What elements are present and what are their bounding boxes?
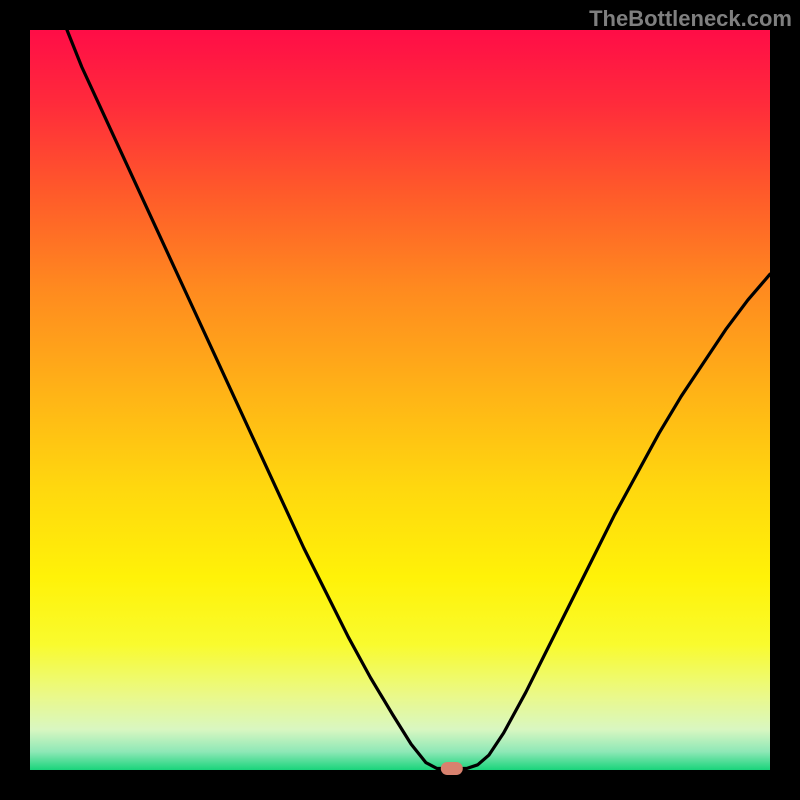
plot-background — [30, 30, 770, 770]
bottleneck-chart-svg — [0, 0, 800, 800]
chart-stage: TheBottleneck.com — [0, 0, 800, 800]
optimal-marker — [441, 762, 463, 775]
